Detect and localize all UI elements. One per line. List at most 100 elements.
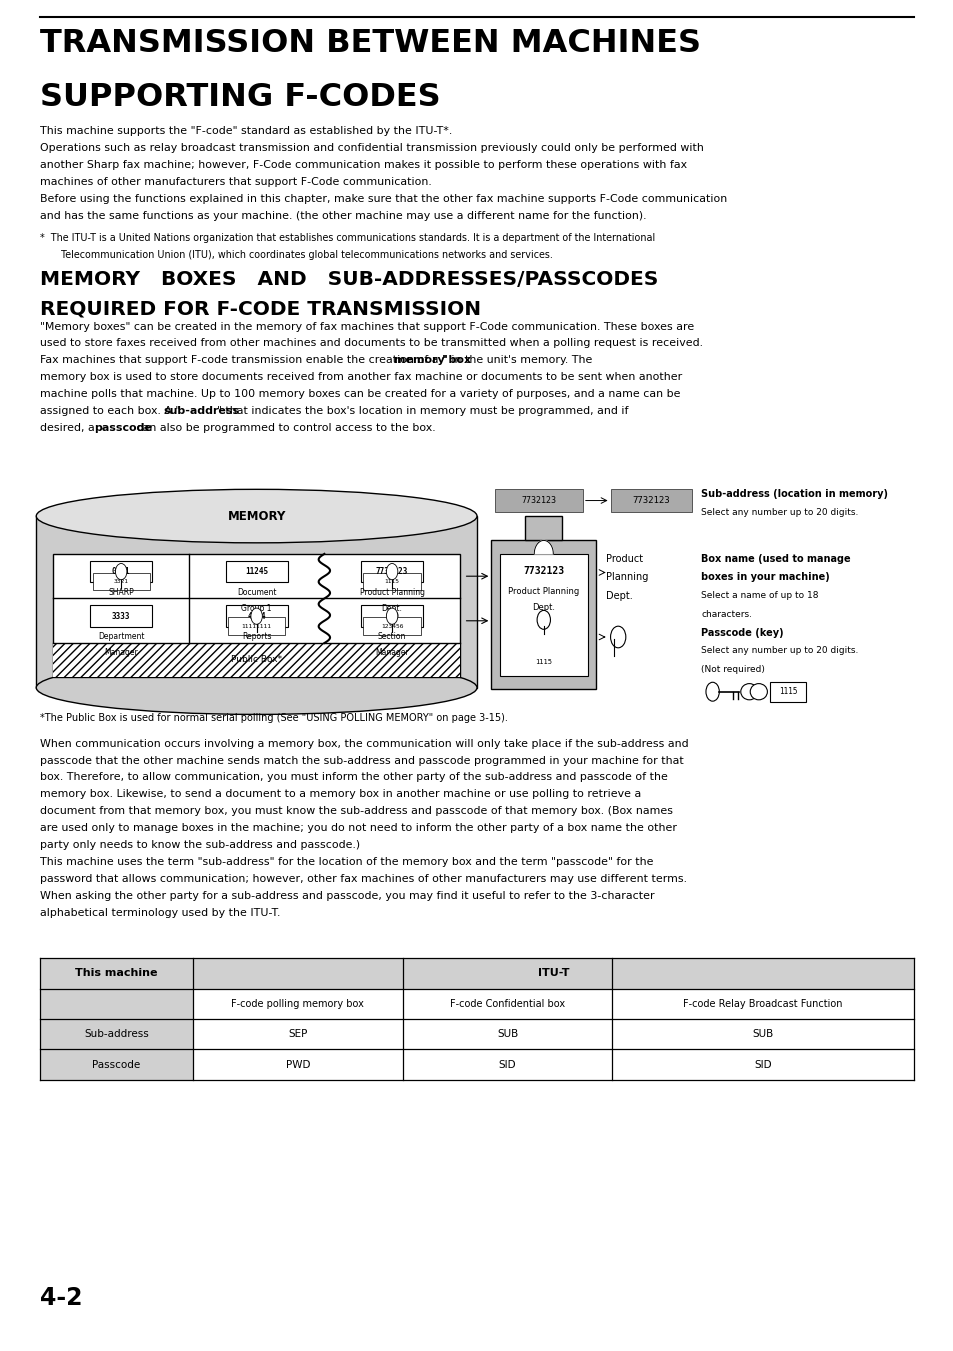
Circle shape: [115, 563, 127, 580]
Circle shape: [251, 608, 262, 624]
Text: This machine: This machine: [75, 969, 157, 978]
Text: " in the unit's memory. The: " in the unit's memory. The: [442, 355, 592, 365]
Text: desired, a: desired, a: [40, 423, 98, 432]
Text: passcode that the other machine sends match the sub-address and passcode program: passcode that the other machine sends ma…: [40, 755, 683, 766]
Text: Operations such as relay broadcast transmission and confidential transmission pr: Operations such as relay broadcast trans…: [40, 143, 703, 153]
Text: 4444: 4444: [247, 612, 266, 620]
Text: SEP: SEP: [288, 1029, 307, 1039]
Text: 010: 010: [385, 612, 398, 620]
Text: This machine supports the "F-code" standard as established by the ITU-T*.: This machine supports the "F-code" stand…: [40, 127, 452, 136]
Text: sub-address: sub-address: [163, 405, 239, 416]
Text: used to store faxes received from other machines and documents to be transmitted: used to store faxes received from other …: [40, 338, 702, 349]
Bar: [40, 958, 193, 1079]
Text: Select a name of up to 18: Select a name of up to 18: [700, 592, 818, 600]
Bar: [610, 489, 691, 512]
Text: machine polls that machine. Up to 100 memory boxes can be created for a variety : machine polls that machine. Up to 100 me…: [40, 389, 679, 399]
Text: 4-2: 4-2: [40, 1286, 83, 1310]
Text: SUPPORTING F-CODES: SUPPORTING F-CODES: [40, 81, 440, 112]
Text: Dept.: Dept.: [381, 604, 402, 613]
Text: SHARP: SHARP: [109, 588, 133, 597]
Bar: [53, 554, 459, 677]
Bar: [363, 617, 420, 635]
Bar: [495, 489, 582, 512]
Text: Select any number up to 20 digits.: Select any number up to 20 digits.: [700, 646, 858, 655]
Bar: [524, 516, 561, 540]
Text: box. Therefore, to allow communication, you must inform the other party of the s: box. Therefore, to allow communication, …: [40, 773, 667, 782]
Text: 3333: 3333: [112, 612, 131, 620]
Circle shape: [386, 608, 397, 624]
Text: memory box: memory box: [394, 355, 471, 365]
Circle shape: [537, 611, 550, 630]
Bar: [36, 516, 476, 688]
Text: *The Public Box is used for normal serial polling (See "USING POLLING MEMORY" on: *The Public Box is used for normal seria…: [40, 713, 507, 723]
Bar: [90, 561, 152, 582]
Text: Select any number up to 20 digits.: Select any number up to 20 digits.: [700, 508, 858, 516]
Text: 7732123: 7732123: [522, 566, 564, 577]
Text: Telecommunication Union (ITU), which coordinates global telecommunications netwo: Telecommunication Union (ITU), which coo…: [61, 250, 553, 259]
Bar: [769, 682, 805, 703]
Text: Product Planning: Product Planning: [508, 588, 578, 596]
Text: boxes in your machine): boxes in your machine): [700, 573, 829, 582]
Text: Reports: Reports: [242, 632, 271, 642]
Ellipse shape: [749, 684, 766, 700]
Text: Manager: Manager: [375, 648, 409, 658]
Text: passcode: passcode: [94, 423, 152, 432]
Text: machines of other manufacturers that support F-Code communication.: machines of other manufacturers that sup…: [40, 177, 432, 186]
Text: document from that memory box, you must know the sub-address and passcode of tha: document from that memory box, you must …: [40, 807, 673, 816]
Bar: [225, 605, 288, 627]
Text: Before using the functions explained in this chapter, make sure that the other f: Before using the functions explained in …: [40, 195, 726, 204]
Bar: [40, 958, 913, 989]
Text: Dept.: Dept.: [605, 592, 632, 601]
Ellipse shape: [740, 684, 757, 700]
Text: Sub-address: Sub-address: [84, 1029, 149, 1039]
Text: SUB: SUB: [752, 1029, 773, 1039]
Text: This machine uses the term "sub-address" for the location of the memory box and : This machine uses the term "sub-address"…: [40, 857, 653, 867]
Text: F-code polling memory box: F-code polling memory box: [232, 998, 364, 1009]
Text: another Sharp fax machine; however, F-Code communication makes it possible to pe: another Sharp fax machine; however, F-Co…: [40, 161, 686, 170]
Text: Document: Document: [236, 588, 276, 597]
Text: can also be programmed to control access to the box.: can also be programmed to control access…: [133, 423, 436, 432]
Bar: [363, 573, 420, 590]
Bar: [360, 561, 422, 582]
Bar: [225, 561, 288, 582]
Text: TRANSMISSION BETWEEN MACHINES: TRANSMISSION BETWEEN MACHINES: [40, 28, 700, 58]
Circle shape: [705, 682, 719, 701]
Polygon shape: [534, 540, 553, 554]
Text: 11111111: 11111111: [241, 624, 272, 628]
Text: SID: SID: [498, 1059, 516, 1070]
Text: When asking the other party for a sub-address and passcode, you may find it usef: When asking the other party for a sub-ad…: [40, 890, 654, 901]
Text: 0001: 0001: [112, 567, 131, 576]
Bar: [360, 605, 422, 627]
Text: *  The ITU-T is a United Nations organization that establishes communications st: * The ITU-T is a United Nations organiza…: [40, 232, 655, 243]
Text: Group 1: Group 1: [241, 604, 272, 613]
Bar: [228, 617, 285, 635]
Text: Product: Product: [605, 554, 642, 563]
Bar: [53, 643, 459, 677]
Text: F-code Relay Broadcast Function: F-code Relay Broadcast Function: [682, 998, 842, 1009]
Text: PWD: PWD: [285, 1059, 310, 1070]
Text: Section: Section: [377, 632, 406, 642]
Text: MEMORY: MEMORY: [227, 509, 286, 523]
Bar: [499, 554, 587, 676]
Text: Planning: Planning: [605, 573, 647, 582]
Text: 7732123: 7732123: [521, 496, 556, 505]
Text: memory box. Likewise, to send a document to a memory box in another machine or u: memory box. Likewise, to send a document…: [40, 789, 640, 800]
Text: 123456: 123456: [380, 624, 403, 628]
Text: 7732123: 7732123: [375, 567, 408, 576]
Bar: [90, 605, 152, 627]
Circle shape: [610, 627, 625, 648]
Text: SUB: SUB: [497, 1029, 517, 1039]
Text: Fax machines that support F-code transmission enable the creation of a ": Fax machines that support F-code transmi…: [40, 355, 446, 365]
Text: memory box is used to store documents received from another fax machine or docum: memory box is used to store documents re…: [40, 372, 681, 382]
Bar: [92, 573, 150, 590]
Text: Product Planning: Product Planning: [359, 588, 424, 597]
Text: Passcode: Passcode: [92, 1059, 140, 1070]
Text: F-code Confidential box: F-code Confidential box: [450, 998, 564, 1009]
Text: Sub-address (location in memory): Sub-address (location in memory): [700, 489, 887, 499]
Text: ITU-T: ITU-T: [537, 969, 569, 978]
Text: Manager: Manager: [104, 648, 138, 658]
Text: Passcode (key): Passcode (key): [700, 628, 783, 638]
Text: assigned to each box. A ": assigned to each box. A ": [40, 405, 180, 416]
Text: 1115: 1115: [778, 688, 797, 696]
Text: Box name (used to manage: Box name (used to manage: [700, 554, 850, 563]
